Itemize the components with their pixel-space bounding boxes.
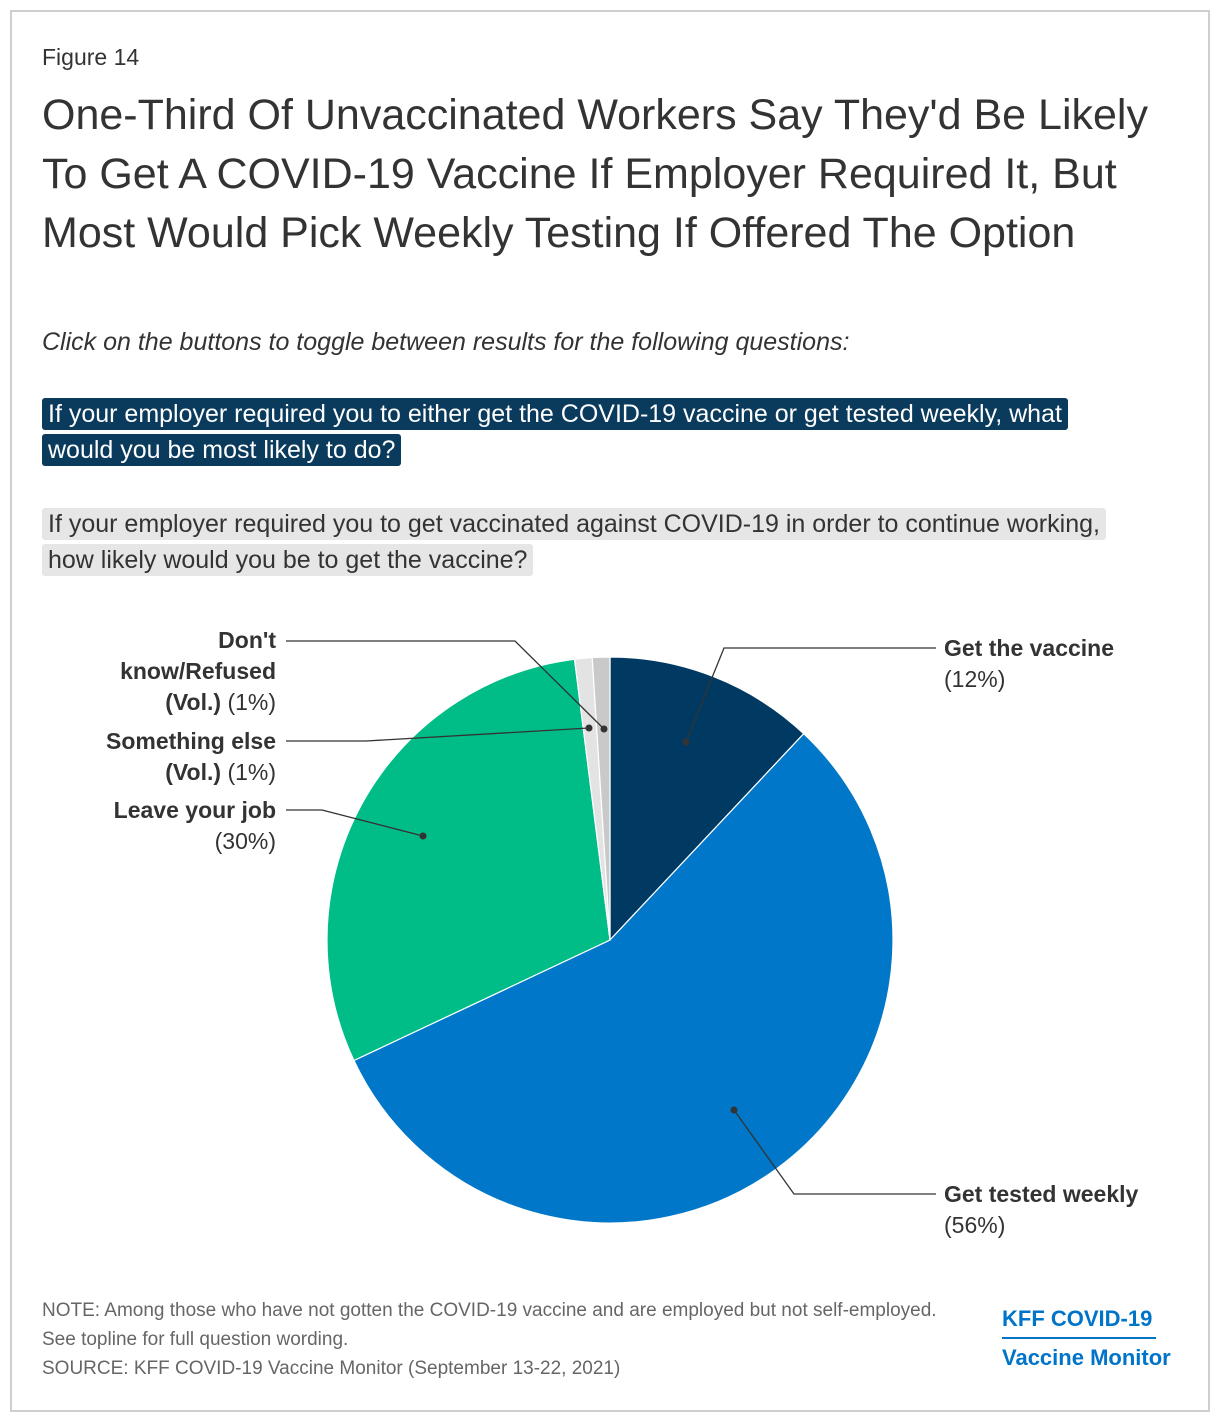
label-something-else-line2: (Vol.) (1%) [165,759,276,785]
label-get-vaccine-pct: (12%) [944,666,1005,692]
pie-slice-leave-your-job [326,658,611,1062]
toggle-button-likelihood-question[interactable]: If your employer required you to get vac… [42,506,1122,578]
footnote: NOTE: Among those who have not gotten th… [42,1296,962,1383]
label-dont-know-line2: know/Refused [120,658,276,684]
label-leave-job-pct: (30%) [215,828,276,854]
pie-slice-get-the-vaccine [609,656,805,942]
label-something-else-line1: Something else [106,728,276,754]
label-dont-know-pct: (1%) [227,689,276,715]
label-dont-know-line1: Don't [218,627,276,653]
chart-subtitle: Click on the buttons to toggle between r… [42,328,850,356]
note-text: NOTE: Among those who have not gotten th… [42,1300,937,1350]
leader-dot-get-tested [730,1106,738,1114]
label-dont-know-vol: (Vol.) [165,689,221,715]
pie-chart: Get the vaccine (12%) Get tested weekly … [106,627,1139,1238]
leader-line-get-tested [733,1109,936,1195]
label-get-tested-name: Get tested weekly [944,1181,1139,1207]
leader-line-leave-job [286,809,424,837]
toggle-button-testing-question[interactable]: If your employer required you to either … [42,396,1122,468]
leader-dot-get-vaccine [682,738,690,746]
logo-line2: Vaccine Monitor [1002,1345,1171,1370]
leader-dot-something-else [585,724,593,732]
kff-logo: KFF COVID-19 Vaccine Monitor [1002,1302,1171,1375]
leader-line-get-vaccine [685,647,936,743]
leader-dot-dont-know [600,725,608,733]
figure-label: Figure 14 [42,44,140,70]
label-dont-know-line3: (Vol.) (1%) [165,689,276,715]
label-leave-job-name: Leave your job [114,797,276,823]
label-something-else-pct: (1%) [227,759,276,785]
source-text: SOURCE: KFF COVID-19 Vaccine Monitor (Se… [42,1358,621,1379]
pie-slices [326,656,894,1224]
label-something-else-vol: (Vol.) [165,759,221,785]
leader-dot-leave-job [419,832,427,840]
leader-line-dont-know [286,640,605,730]
logo-line1: KFF COVID-19 [1002,1306,1153,1331]
label-get-vaccine-name: Get the vaccine [944,635,1114,661]
label-get-tested-pct: (56%) [944,1212,1005,1238]
chart-title: One-Third Of Unvaccinated Workers Say Th… [42,91,1148,257]
leader-line-something-else [286,727,590,742]
logo-divider [1002,1337,1156,1339]
